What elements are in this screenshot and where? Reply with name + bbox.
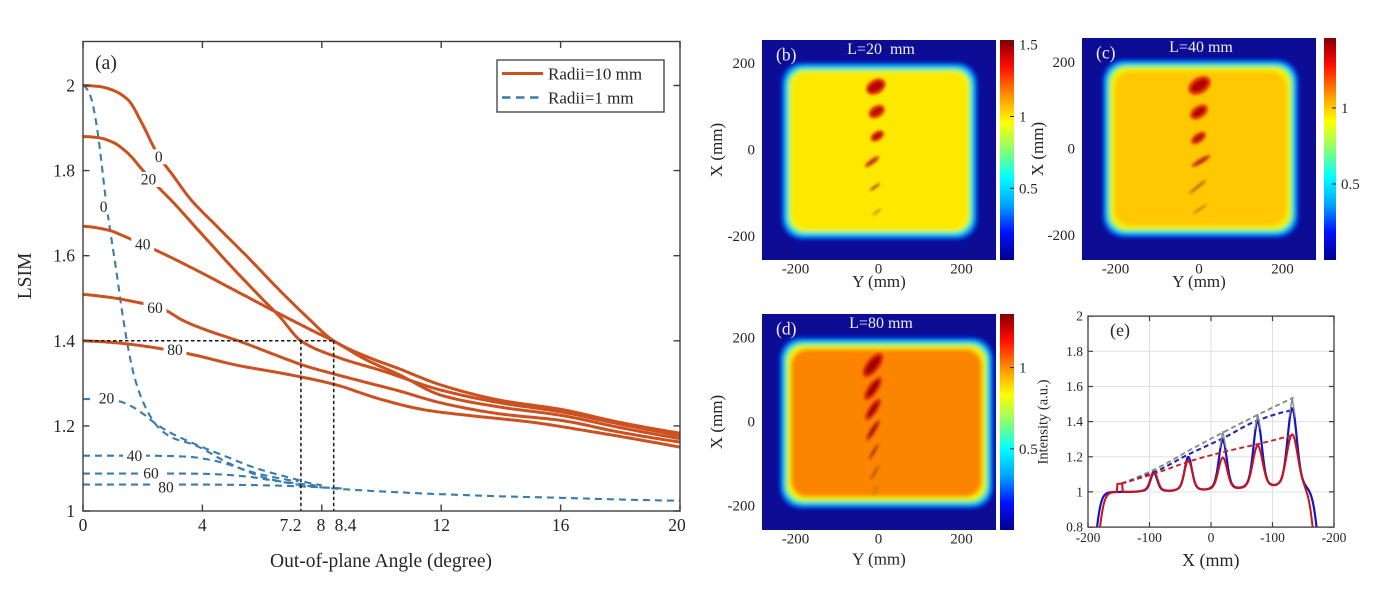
svg-text:1.2: 1.2 (53, 416, 75, 436)
svg-text:0.5: 0.5 (1019, 181, 1038, 197)
svg-text:1: 1 (1341, 101, 1349, 117)
svg-text:(c): (c) (1096, 43, 1116, 63)
svg-text:LSIM: LSIM (15, 253, 36, 300)
svg-text:-200: -200 (728, 229, 756, 245)
svg-text:X (mm): X (mm) (707, 395, 726, 449)
svg-text:-200: -200 (1076, 530, 1101, 545)
svg-text:1.2: 1.2 (1066, 449, 1083, 464)
svg-text:80: 80 (158, 480, 174, 497)
svg-text:-200: -200 (782, 262, 810, 278)
svg-text:Radii=10 mm: Radii=10 mm (548, 65, 642, 84)
svg-text:1: 1 (66, 501, 75, 521)
svg-text:0.8: 0.8 (1066, 520, 1083, 535)
svg-text:0.5: 0.5 (1019, 442, 1038, 458)
svg-text:80: 80 (167, 342, 183, 359)
svg-text:0: 0 (1068, 142, 1076, 158)
svg-text:L=80 mm: L=80 mm (849, 315, 913, 332)
svg-text:2: 2 (66, 76, 75, 96)
svg-text:-100: -100 (1260, 530, 1285, 545)
svg-text:200: 200 (1271, 262, 1294, 278)
svg-text:8: 8 (317, 515, 326, 535)
svg-text:8.4: 8.4 (335, 515, 357, 535)
svg-text:X (mm): X (mm) (1182, 550, 1240, 571)
svg-text:60: 60 (147, 300, 163, 317)
svg-text:12: 12 (432, 515, 450, 535)
svg-text:L=40 mm: L=40 mm (1169, 39, 1233, 56)
svg-text:1.5: 1.5 (1019, 38, 1038, 54)
svg-text:200: 200 (733, 56, 756, 72)
svg-text:200: 200 (733, 331, 756, 347)
svg-text:200: 200 (950, 262, 973, 278)
svg-text:0.5: 0.5 (1341, 177, 1360, 193)
svg-text:200: 200 (1053, 55, 1076, 71)
svg-text:20: 20 (668, 515, 686, 535)
svg-text:7.2: 7.2 (280, 515, 302, 535)
svg-text:0: 0 (100, 199, 108, 216)
svg-text:0: 0 (155, 149, 163, 166)
svg-text:L=20 mm: L=20 mm (847, 41, 915, 58)
svg-text:1.4: 1.4 (1066, 414, 1083, 429)
svg-text:0: 0 (1208, 530, 1215, 545)
svg-text:-100: -100 (1137, 530, 1162, 545)
svg-text:200: 200 (950, 532, 973, 548)
svg-text:Intensity (a.u.): Intensity (a.u.) (1036, 379, 1052, 464)
svg-text:-200: -200 (782, 532, 810, 548)
svg-text:(a): (a) (95, 53, 117, 74)
svg-text:1.8: 1.8 (53, 161, 75, 181)
svg-text:1.4: 1.4 (53, 331, 75, 351)
svg-text:16: 16 (552, 515, 570, 535)
svg-text:40: 40 (127, 448, 143, 465)
svg-text:1: 1 (1076, 484, 1083, 499)
svg-text:1: 1 (1019, 361, 1027, 377)
svg-text:0: 0 (79, 515, 88, 535)
svg-text:2: 2 (1076, 309, 1083, 324)
svg-text:Y (mm): Y (mm) (852, 272, 906, 291)
svg-text:1.8: 1.8 (1066, 344, 1083, 359)
svg-text:-200: -200 (1322, 530, 1347, 545)
svg-text:Y (mm): Y (mm) (1172, 272, 1226, 291)
svg-text:(d): (d) (776, 319, 797, 339)
svg-text:Radii=1 mm: Radii=1 mm (548, 89, 634, 108)
svg-text:X (mm): X (mm) (707, 123, 726, 177)
svg-text:(b): (b) (776, 45, 797, 65)
svg-text:4: 4 (198, 515, 207, 535)
svg-text:1.6: 1.6 (1066, 379, 1083, 394)
svg-text:Y (mm): Y (mm) (852, 550, 906, 569)
svg-text:20: 20 (141, 172, 157, 189)
svg-text:0: 0 (875, 262, 883, 278)
svg-text:-200: -200 (1048, 228, 1076, 244)
svg-text:X (mm): X (mm) (1028, 122, 1047, 176)
svg-text:-200: -200 (1102, 262, 1130, 278)
svg-text:20: 20 (99, 391, 115, 408)
svg-text:-200: -200 (728, 499, 756, 515)
svg-text:0: 0 (1195, 262, 1203, 278)
svg-text:60: 60 (143, 466, 159, 483)
svg-text:1.6: 1.6 (53, 246, 75, 266)
svg-text:0: 0 (748, 415, 756, 431)
svg-text:Out-of-plane Angle (degree): Out-of-plane Angle (degree) (270, 551, 492, 572)
svg-text:0: 0 (875, 532, 883, 548)
svg-text:0: 0 (748, 143, 756, 159)
svg-text:40: 40 (135, 237, 151, 254)
svg-text:1: 1 (1019, 110, 1027, 126)
svg-text:(e): (e) (1110, 320, 1130, 341)
